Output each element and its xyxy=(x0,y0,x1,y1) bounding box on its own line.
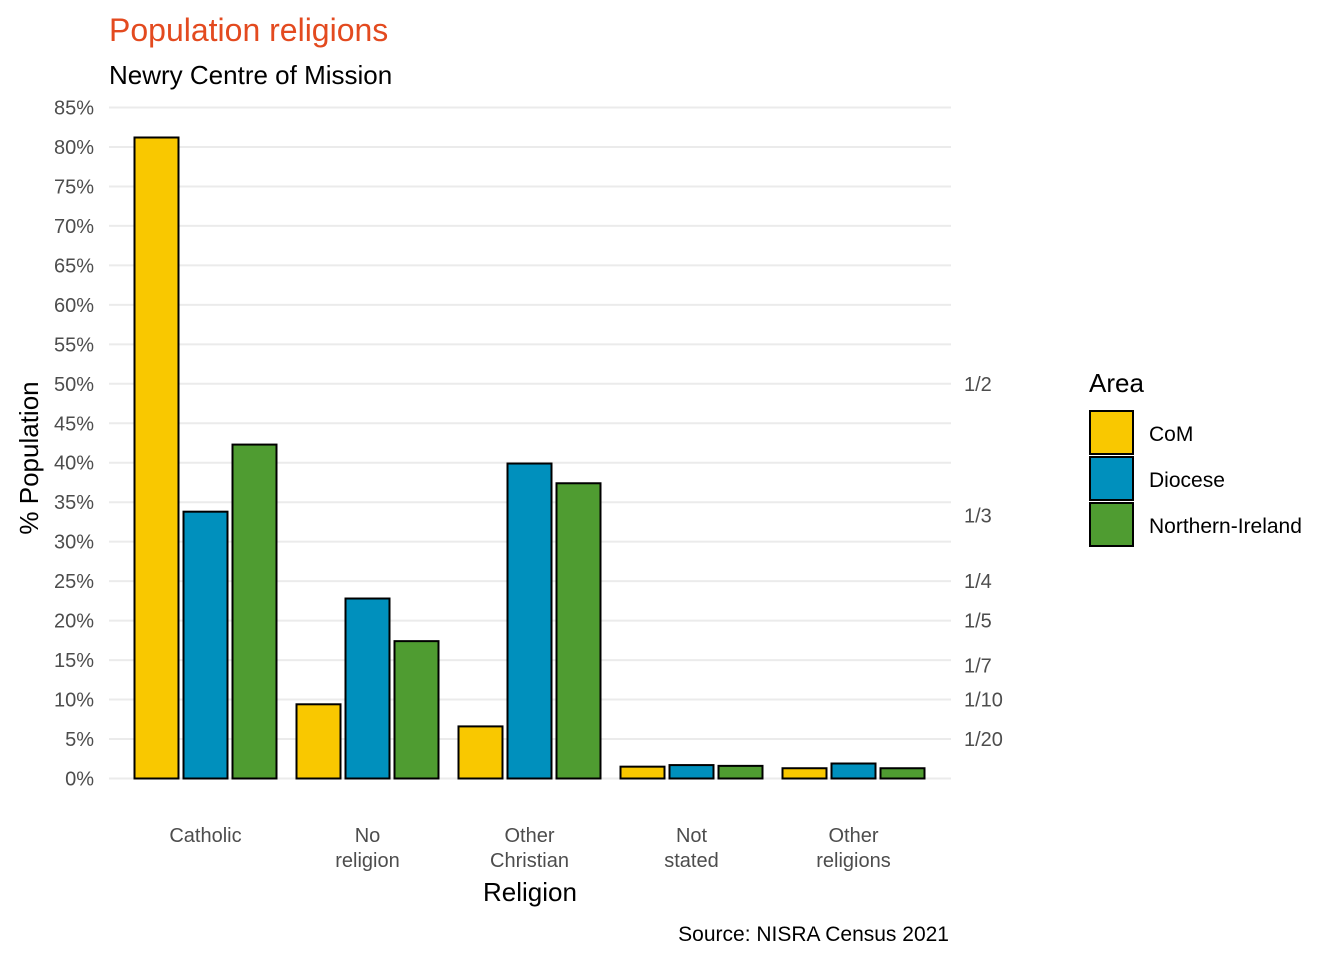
bars xyxy=(133,136,926,780)
y-tick-label: 5% xyxy=(65,729,94,751)
y-tick-label: 30% xyxy=(54,532,94,554)
secondary-tick-label: 1/4 xyxy=(964,571,992,593)
x-axis-label: Religion xyxy=(483,877,577,907)
y-tick-label: 20% xyxy=(54,611,94,633)
chart-subtitle: Newry Centre of Mission xyxy=(109,60,392,90)
y-tick-label: 15% xyxy=(54,650,94,672)
legend-title: Area xyxy=(1089,368,1144,398)
bar-diocese-4 xyxy=(830,762,877,780)
y-tick-label: 65% xyxy=(54,255,94,277)
legend-key-northern-ireland xyxy=(1089,502,1134,547)
x-tick-label: No religion xyxy=(335,825,399,872)
x-tick-label: Other religions xyxy=(816,825,890,872)
y-axis-ticks: 0% 5% 10% 15% 20% 25% 30% 35% 40% 45% 50% 55% 60% 65%… xyxy=(54,98,94,791)
y-tick-label: 10% xyxy=(54,690,94,712)
y-tick-label: 75% xyxy=(54,176,94,198)
legend-label: Northern-Ireland xyxy=(1149,515,1302,538)
y-tick-label: 85% xyxy=(54,98,94,120)
y-tick-label: 0% xyxy=(65,769,94,791)
bar-com-0 xyxy=(133,136,180,780)
bar-diocese-0 xyxy=(182,510,229,780)
bar-northern-ireland-2 xyxy=(555,482,602,780)
bar-com-3 xyxy=(619,765,666,780)
bar-diocese-2 xyxy=(506,462,553,780)
secondary-tick-label: 1/2 xyxy=(964,374,992,396)
legend: Area CoM Diocese Northern-Ireland xyxy=(1089,368,1302,547)
y-tick-label: 40% xyxy=(54,453,94,475)
y-tick-label: 55% xyxy=(54,334,94,356)
chart-caption: Source: NISRA Census 2021 xyxy=(678,923,949,946)
bar-northern-ireland-3 xyxy=(717,764,764,780)
bar-northern-ireland-0 xyxy=(231,443,278,780)
secondary-tick-label: 1/7 xyxy=(964,656,992,678)
x-tick-label: Other Christian xyxy=(490,825,569,872)
bar-diocese-1 xyxy=(344,597,391,780)
y-tick-label: 80% xyxy=(54,137,94,159)
chart-title: Population religions xyxy=(109,12,388,48)
x-tick-label: Catholic xyxy=(169,825,241,847)
y-tick-label: 50% xyxy=(54,374,94,396)
bar-diocese-3 xyxy=(668,764,715,780)
y-axis-label: % Population xyxy=(14,381,44,534)
y-tick-label: 60% xyxy=(54,295,94,317)
bar-com-1 xyxy=(295,703,342,780)
y-tick-label: 45% xyxy=(54,413,94,435)
y-tick-label: 35% xyxy=(54,492,94,514)
bar-northern-ireland-4 xyxy=(879,767,926,780)
secondary-tick-label: 1/10 xyxy=(964,690,1003,712)
legend-key-diocese xyxy=(1089,456,1134,501)
x-tick-label: Not stated xyxy=(664,825,718,872)
bar-com-4 xyxy=(781,767,828,780)
secondary-axis-ticks: 1/2 1/3 1/4 1/5 1/7 1/10 1/20 xyxy=(964,374,1003,751)
bar-northern-ireland-1 xyxy=(393,640,440,780)
bar-com-2 xyxy=(457,725,504,780)
secondary-tick-label: 1/5 xyxy=(964,611,992,633)
y-tick-label: 70% xyxy=(54,216,94,238)
secondary-tick-label: 1/20 xyxy=(964,729,1003,751)
legend-key-com xyxy=(1089,410,1134,455)
legend-label: Diocese xyxy=(1149,469,1225,492)
secondary-tick-label: 1/3 xyxy=(964,506,992,528)
y-tick-label: 25% xyxy=(54,571,94,593)
legend-label: CoM xyxy=(1149,423,1193,446)
x-axis-ticks: Catholic No religion Other Christian Not state… xyxy=(169,825,890,872)
